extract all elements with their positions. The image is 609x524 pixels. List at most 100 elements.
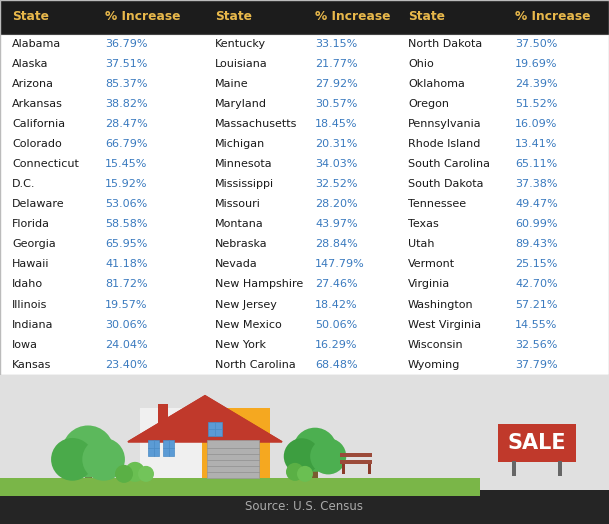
Text: California: California xyxy=(12,119,65,129)
Circle shape xyxy=(310,438,347,474)
Text: Ohio: Ohio xyxy=(408,59,434,69)
Text: 33.15%: 33.15% xyxy=(315,39,357,49)
Bar xyxy=(208,422,222,436)
Bar xyxy=(163,440,174,456)
Polygon shape xyxy=(128,396,282,442)
Text: 51.52%: 51.52% xyxy=(515,99,557,109)
Text: Nevada: Nevada xyxy=(215,259,258,269)
Bar xyxy=(498,424,576,462)
Text: 37.38%: 37.38% xyxy=(515,179,557,189)
Text: 57.21%: 57.21% xyxy=(515,300,557,310)
Bar xyxy=(340,453,372,457)
Bar xyxy=(342,460,345,474)
Text: Rhode Island: Rhode Island xyxy=(408,139,481,149)
Text: % Increase: % Increase xyxy=(315,10,390,24)
Polygon shape xyxy=(128,396,282,442)
Text: Nebraska: Nebraska xyxy=(215,239,267,249)
Text: Tennessee: Tennessee xyxy=(408,199,466,209)
Text: 147.79%: 147.79% xyxy=(315,259,365,269)
Text: Idaho: Idaho xyxy=(12,279,43,289)
Text: Minnesota: Minnesota xyxy=(215,159,273,169)
Text: 27.46%: 27.46% xyxy=(315,279,357,289)
Text: Arkansas: Arkansas xyxy=(12,99,63,109)
Circle shape xyxy=(286,463,304,481)
Text: Oregon: Oregon xyxy=(408,99,449,109)
Text: 27.92%: 27.92% xyxy=(315,79,357,89)
Text: 14.55%: 14.55% xyxy=(515,320,557,330)
Text: 66.79%: 66.79% xyxy=(105,139,147,149)
Text: New Hampshire: New Hampshire xyxy=(215,279,303,289)
Text: 41.18%: 41.18% xyxy=(105,259,147,269)
Circle shape xyxy=(284,438,320,474)
Text: Montana: Montana xyxy=(215,220,264,230)
Text: New Jersey: New Jersey xyxy=(215,300,277,310)
Text: 23.40%: 23.40% xyxy=(105,359,147,369)
Circle shape xyxy=(82,438,125,481)
Text: Georgia: Georgia xyxy=(12,239,56,249)
Text: Arizona: Arizona xyxy=(12,79,54,89)
Text: Wisconsin: Wisconsin xyxy=(408,340,463,350)
Text: New York: New York xyxy=(215,340,266,350)
Text: 37.51%: 37.51% xyxy=(105,59,147,69)
Text: Illinois: Illinois xyxy=(12,300,48,310)
Bar xyxy=(0,0,609,34)
Text: 28.20%: 28.20% xyxy=(315,199,357,209)
Text: State: State xyxy=(408,10,445,24)
Text: 20.31%: 20.31% xyxy=(315,139,357,149)
Text: 30.57%: 30.57% xyxy=(315,99,357,109)
Text: 15.92%: 15.92% xyxy=(105,179,147,189)
Text: 65.11%: 65.11% xyxy=(515,159,557,169)
Text: Iowa: Iowa xyxy=(12,340,38,350)
Text: 32.52%: 32.52% xyxy=(315,179,357,189)
Text: 16.29%: 16.29% xyxy=(315,340,357,350)
Text: Washington: Washington xyxy=(408,300,474,310)
Circle shape xyxy=(62,425,114,477)
Text: 65.95%: 65.95% xyxy=(105,239,147,249)
Bar xyxy=(158,403,168,424)
Bar xyxy=(340,460,372,464)
Text: South Carolina: South Carolina xyxy=(408,159,490,169)
Text: Vermont: Vermont xyxy=(408,259,455,269)
Text: Massachusetts: Massachusetts xyxy=(215,119,297,129)
Text: 16.09%: 16.09% xyxy=(515,119,557,129)
Text: New Mexico: New Mexico xyxy=(215,320,282,330)
Text: Maryland: Maryland xyxy=(215,99,267,109)
Circle shape xyxy=(297,466,313,482)
Bar xyxy=(512,461,516,476)
Text: 49.47%: 49.47% xyxy=(515,199,558,209)
Text: 37.50%: 37.50% xyxy=(515,39,557,49)
Text: 85.37%: 85.37% xyxy=(105,79,147,89)
Text: Colorado: Colorado xyxy=(12,139,62,149)
Text: Missouri: Missouri xyxy=(215,199,261,209)
Text: 60.99%: 60.99% xyxy=(515,220,557,230)
Text: 50.06%: 50.06% xyxy=(315,320,357,330)
Text: Delaware: Delaware xyxy=(12,199,65,209)
Text: Pennsylvania: Pennsylvania xyxy=(408,119,482,129)
Text: Indiana: Indiana xyxy=(12,320,54,330)
Text: Oklahoma: Oklahoma xyxy=(408,79,465,89)
Text: Kansas: Kansas xyxy=(12,359,51,369)
Text: 34.03%: 34.03% xyxy=(315,159,357,169)
Text: Virginia: Virginia xyxy=(408,279,450,289)
Text: Alaska: Alaska xyxy=(12,59,49,69)
Bar xyxy=(0,478,480,496)
Text: Connecticut: Connecticut xyxy=(12,159,79,169)
Text: 32.56%: 32.56% xyxy=(515,340,557,350)
Bar xyxy=(368,460,371,474)
Text: 58.58%: 58.58% xyxy=(105,220,147,230)
Text: Florida: Florida xyxy=(12,220,50,230)
Text: 42.70%: 42.70% xyxy=(515,279,558,289)
Bar xyxy=(558,461,562,476)
Text: 19.57%: 19.57% xyxy=(105,300,147,310)
Text: 28.84%: 28.84% xyxy=(315,239,357,249)
Text: Texas: Texas xyxy=(408,220,438,230)
Circle shape xyxy=(293,428,337,472)
Text: 18.42%: 18.42% xyxy=(315,300,357,310)
Text: 15.45%: 15.45% xyxy=(105,159,147,169)
Text: SALE: SALE xyxy=(508,433,566,453)
Text: Hawaii: Hawaii xyxy=(12,259,49,269)
Text: 53.06%: 53.06% xyxy=(105,199,147,209)
Bar xyxy=(148,440,159,456)
Bar xyxy=(140,408,202,478)
Text: 21.77%: 21.77% xyxy=(315,59,357,69)
